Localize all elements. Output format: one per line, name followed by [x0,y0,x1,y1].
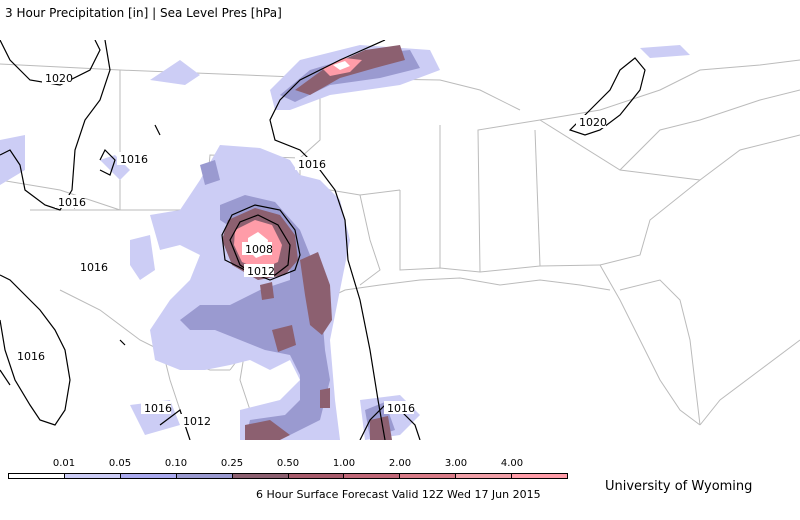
legend-label: 1.00 [332,458,356,469]
legend-color-bar [8,473,568,479]
legend-label: 0.10 [164,458,188,469]
isobar-label: 1016 [298,158,326,171]
weather-map: 1020 1016 1016 1016 1016 1016 1008 1012 … [0,40,800,440]
isobar-label: 1020 [579,116,607,129]
legend-swatch [344,474,401,478]
isobar-labels: 1020 1016 1016 1016 1016 1016 1008 1012 … [14,71,607,428]
legend-swatch [512,474,568,478]
legend-swatch [400,474,457,478]
credit-text: University of Wyoming [605,479,753,494]
precip-legend: 0.01 0.05 0.10 0.25 0.50 1.00 2.00 3.00 … [8,458,568,482]
legend-label: 0.50 [276,458,300,469]
isobar-label: 1016 [120,153,148,166]
legend-swatch [9,474,65,478]
isobar-label: 1020 [45,72,73,85]
legend-swatch [456,474,513,478]
legend-label: 0.25 [220,458,244,469]
legend-swatch [64,474,121,478]
legend-swatch [120,474,177,478]
isobar-label: 1012 [247,265,275,278]
valid-time: 6 Hour Surface Forecast Valid 12Z Wed 17… [256,488,541,501]
isobar-label: 1016 [80,261,108,274]
legend-swatch [232,474,289,478]
map-title: 3 Hour Precipitation [in] | Sea Level Pr… [5,6,282,20]
legend-label: 0.05 [108,458,132,469]
legend-label: 0.01 [52,458,76,469]
isobar-label: 1016 [144,402,172,415]
isobar-label: 1016 [387,402,415,415]
isobar-label: 1012 [183,415,211,428]
isobar-label: 1016 [17,350,45,363]
map-canvas: 1020 1016 1016 1016 1016 1016 1008 1012 … [0,40,800,440]
legend-swatch [176,474,233,478]
legend-swatch [288,474,345,478]
isobar-label: 1016 [58,196,86,209]
legend-label: 4.00 [500,458,524,469]
legend-label: 2.00 [388,458,412,469]
precip-light [0,45,690,440]
isobar-label: 1008 [245,243,273,256]
legend-label: 3.00 [444,458,468,469]
state-borders [0,59,800,426]
